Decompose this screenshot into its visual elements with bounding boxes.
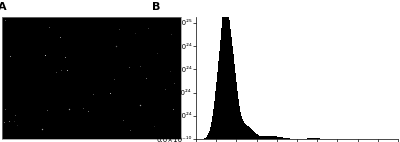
Bar bbox=[272, 136, 273, 139]
Bar bbox=[245, 124, 246, 139]
Bar bbox=[316, 138, 317, 139]
Bar bbox=[238, 99, 239, 139]
Bar bbox=[260, 136, 261, 139]
Bar bbox=[257, 134, 258, 139]
Bar bbox=[255, 133, 256, 139]
Text: A: A bbox=[0, 2, 7, 12]
Bar bbox=[246, 125, 247, 139]
Bar bbox=[212, 116, 213, 139]
Bar bbox=[242, 119, 243, 139]
Bar bbox=[232, 46, 233, 139]
Bar bbox=[281, 137, 282, 139]
Bar bbox=[249, 127, 250, 139]
Bar bbox=[254, 132, 255, 139]
Bar bbox=[271, 136, 272, 139]
Bar bbox=[223, 7, 224, 139]
Bar bbox=[313, 138, 314, 139]
Bar bbox=[214, 101, 215, 139]
Bar bbox=[259, 135, 260, 139]
Bar bbox=[286, 138, 287, 139]
Bar bbox=[235, 73, 236, 139]
Bar bbox=[241, 116, 242, 139]
Bar bbox=[251, 129, 252, 139]
Bar bbox=[274, 136, 275, 139]
Bar bbox=[250, 128, 251, 139]
Bar bbox=[258, 135, 259, 139]
Bar bbox=[239, 106, 240, 139]
Bar bbox=[263, 136, 264, 139]
Bar bbox=[248, 126, 249, 139]
Bar bbox=[277, 137, 278, 139]
Bar bbox=[228, 11, 229, 139]
Bar bbox=[208, 131, 210, 139]
Bar bbox=[226, 0, 227, 139]
Bar bbox=[288, 138, 290, 139]
Bar bbox=[204, 138, 206, 139]
Bar bbox=[311, 138, 312, 139]
Bar bbox=[287, 138, 288, 139]
Bar bbox=[261, 136, 262, 139]
Bar bbox=[252, 130, 253, 139]
Bar bbox=[319, 138, 320, 139]
Bar bbox=[225, 0, 226, 139]
Bar bbox=[224, 0, 225, 139]
Bar bbox=[315, 138, 316, 139]
Bar bbox=[270, 136, 271, 139]
Bar bbox=[265, 136, 266, 139]
Bar bbox=[240, 112, 241, 139]
Bar bbox=[278, 137, 279, 139]
Bar bbox=[283, 138, 284, 139]
Bar bbox=[276, 136, 277, 139]
Y-axis label: Numbers/ml: Numbers/ml bbox=[145, 55, 154, 102]
Bar bbox=[285, 138, 286, 139]
Bar bbox=[222, 17, 223, 139]
Bar bbox=[314, 138, 315, 139]
Bar bbox=[317, 138, 318, 139]
Bar bbox=[243, 121, 244, 139]
Bar bbox=[233, 54, 234, 139]
Bar bbox=[310, 138, 311, 139]
Bar bbox=[253, 131, 254, 139]
Bar bbox=[229, 20, 230, 139]
Bar bbox=[262, 136, 263, 139]
Text: B: B bbox=[152, 2, 160, 12]
Bar bbox=[269, 136, 270, 139]
Bar bbox=[227, 3, 228, 139]
Bar bbox=[236, 83, 237, 139]
Bar bbox=[256, 134, 257, 139]
Bar bbox=[237, 91, 238, 139]
Bar bbox=[231, 37, 232, 139]
Bar bbox=[219, 51, 220, 139]
Bar bbox=[280, 137, 281, 139]
Bar bbox=[244, 123, 245, 139]
Bar bbox=[216, 82, 217, 139]
Bar bbox=[215, 91, 216, 139]
Bar bbox=[266, 136, 267, 139]
Bar bbox=[284, 138, 285, 139]
Bar bbox=[221, 28, 222, 139]
Bar bbox=[211, 122, 212, 139]
Bar bbox=[217, 72, 218, 139]
Bar bbox=[210, 127, 211, 139]
Bar bbox=[213, 109, 214, 139]
Bar bbox=[318, 138, 319, 139]
Bar bbox=[206, 135, 208, 139]
Bar bbox=[312, 138, 313, 139]
Bar bbox=[282, 137, 283, 139]
Bar bbox=[306, 138, 308, 139]
Bar bbox=[220, 40, 221, 139]
Bar bbox=[308, 138, 310, 139]
Bar bbox=[247, 126, 248, 139]
Bar bbox=[279, 137, 280, 139]
Bar bbox=[234, 63, 235, 139]
Bar bbox=[267, 136, 268, 139]
Bar bbox=[273, 136, 274, 139]
Bar bbox=[275, 136, 276, 139]
Bar bbox=[264, 136, 265, 139]
Bar bbox=[230, 29, 231, 139]
Bar bbox=[268, 136, 269, 139]
Bar bbox=[218, 61, 219, 139]
